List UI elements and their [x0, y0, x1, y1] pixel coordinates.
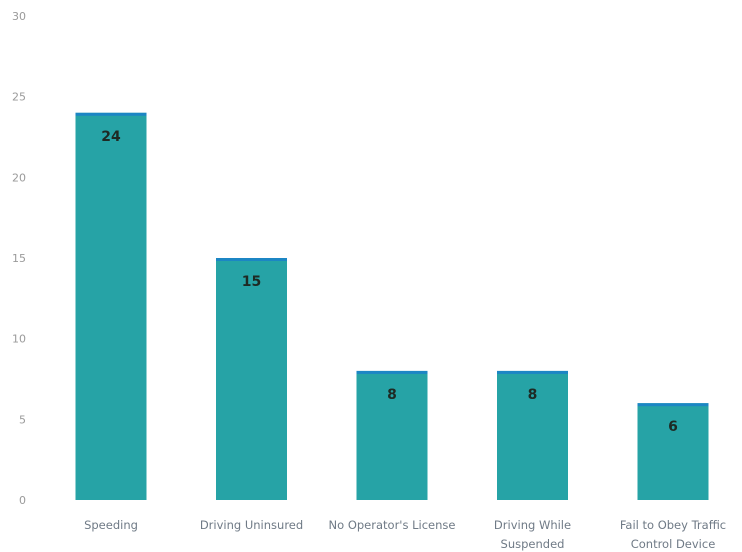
bar-top-edge	[75, 112, 147, 116]
bar	[75, 112, 147, 501]
y-tick-label: 30	[12, 10, 26, 23]
y-tick-label: 20	[12, 171, 26, 184]
bar-top-edge	[216, 258, 287, 261]
x-tick-label: No Operator's License	[329, 518, 456, 532]
y-tick-label: 25	[12, 91, 26, 104]
x-tick-label: Driving While	[494, 518, 571, 532]
y-tick-label: 15	[12, 252, 26, 265]
data-label: 15	[242, 274, 261, 290]
bar	[637, 403, 709, 500]
data-label: 6	[668, 419, 678, 435]
data-label: 8	[528, 387, 538, 403]
x-tick-label: Fail to Obey Traffic	[620, 518, 726, 532]
data-labels: 24 15 8 8 6	[101, 129, 678, 435]
y-tick-label: 10	[12, 333, 26, 346]
x-tick-label: Speeding	[84, 518, 138, 532]
bar-top-edge	[356, 370, 428, 374]
y-tick-label: 0	[19, 494, 26, 507]
bar	[497, 370, 568, 500]
x-tick-label: Driving Uninsured	[200, 518, 303, 532]
bars	[75, 112, 709, 501]
bar	[356, 370, 428, 500]
bar	[216, 258, 287, 500]
bar-top-edge	[497, 370, 568, 374]
x-tick-label: Suspended	[501, 537, 565, 551]
y-tick-label: 5	[19, 413, 26, 426]
data-label: 8	[387, 387, 397, 403]
data-label: 24	[101, 129, 121, 145]
x-axis: Speeding Driving Uninsured No Operator's L…	[84, 518, 726, 551]
y-axis: 0 5 10 15 20 25 30	[12, 10, 26, 507]
bar-top-edge	[637, 403, 709, 407]
x-tick-label: Control Device	[631, 537, 716, 551]
